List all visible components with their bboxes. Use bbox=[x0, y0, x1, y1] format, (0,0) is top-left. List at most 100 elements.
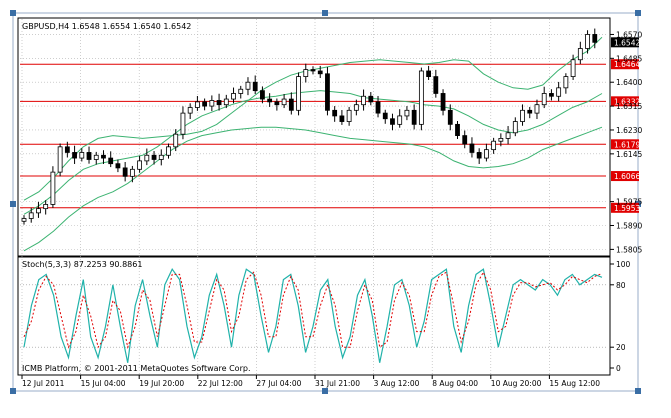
candle-body bbox=[498, 138, 504, 142]
stoch-axis-label: 80 bbox=[616, 281, 626, 290]
resize-handle-bottom-left[interactable] bbox=[10, 388, 16, 394]
candle-body bbox=[36, 208, 41, 214]
candle-body bbox=[361, 95, 366, 106]
resize-handle-top-left[interactable] bbox=[10, 10, 16, 16]
resize-handle-bottom-right[interactable] bbox=[635, 388, 641, 394]
level-label-box bbox=[611, 59, 639, 70]
price-axis-label: 1.6230 bbox=[616, 126, 642, 135]
stoch-main-line bbox=[23, 268, 603, 363]
candle-body bbox=[303, 69, 309, 77]
candle-body bbox=[534, 104, 540, 114]
candle-body bbox=[592, 34, 598, 43]
window-frame bbox=[12, 12, 639, 392]
candle-body bbox=[527, 109, 533, 114]
candle-body bbox=[173, 133, 179, 148]
candle-body bbox=[346, 109, 352, 122]
candle-body bbox=[440, 93, 446, 111]
candle-body bbox=[520, 109, 525, 122]
candles-layer bbox=[21, 28, 598, 225]
candle-body bbox=[317, 70, 323, 75]
candle-body bbox=[93, 154, 99, 160]
candle-body bbox=[216, 100, 222, 106]
candle-body bbox=[541, 93, 547, 106]
candle-body bbox=[231, 93, 236, 100]
level-label: 1.6179 bbox=[614, 140, 640, 149]
resize-handle-bottom-center[interactable] bbox=[322, 388, 328, 394]
candle-body bbox=[108, 157, 114, 165]
candle-body bbox=[549, 93, 554, 97]
candle-body bbox=[339, 115, 345, 122]
level-label: 1.6332 bbox=[614, 97, 640, 106]
price-axis-label: 1.6145 bbox=[616, 150, 642, 159]
candle-body bbox=[129, 168, 135, 177]
time-axis-label: 31 Jul 21:00 bbox=[315, 379, 360, 388]
time-axis-label: 3 Aug 12:00 bbox=[374, 379, 420, 388]
candle-body bbox=[28, 212, 34, 219]
current-price-box bbox=[611, 37, 639, 48]
candle-body bbox=[288, 98, 294, 111]
candle-body bbox=[180, 112, 186, 135]
candle-body bbox=[260, 90, 265, 100]
price-axis-label: 1.6400 bbox=[616, 78, 642, 87]
candle-body bbox=[397, 115, 403, 125]
price-axis-layer: 1.6570 1.6485 1.6400 1.6315 1.6230 1.6145 1.59… bbox=[610, 30, 642, 373]
price-axis-label: 1.5805 bbox=[616, 245, 642, 254]
time-axis-label: 15 Jul 04:00 bbox=[81, 379, 126, 388]
copyright-label: ICMB Platform, © 2001-2011 MetaQuotes So… bbox=[22, 364, 251, 373]
resize-handle-middle-left[interactable] bbox=[10, 201, 16, 207]
candle-body bbox=[274, 101, 280, 106]
resize-handle-top-center[interactable] bbox=[322, 10, 328, 16]
level-label-box bbox=[611, 96, 639, 107]
candle-body bbox=[252, 81, 258, 92]
price-axis-label: 1.6570 bbox=[616, 30, 642, 39]
time-axis-label: 10 Aug 20:00 bbox=[491, 379, 542, 388]
candle-body bbox=[101, 154, 106, 159]
stoch-axis-label: 20 bbox=[616, 343, 626, 352]
candle-body bbox=[166, 146, 171, 156]
price-axis-label: 1.6315 bbox=[616, 102, 642, 111]
candle-body bbox=[447, 109, 453, 125]
candle-body bbox=[151, 154, 157, 160]
current-price-label: 1.6542 bbox=[614, 38, 640, 47]
time-axis-label: 27 Jul 04:00 bbox=[256, 379, 301, 388]
stoch-axis-label: 0 bbox=[616, 364, 621, 373]
level-label: 1.6066 bbox=[614, 172, 640, 181]
candle-body bbox=[64, 146, 70, 153]
time-axis-label: 8 Aug 04:00 bbox=[432, 379, 478, 388]
candle-body bbox=[390, 118, 395, 125]
candle-body bbox=[382, 112, 388, 120]
bollinger-lower-band bbox=[23, 126, 603, 252]
price-axis-label: 1.6485 bbox=[616, 54, 642, 63]
candle-body bbox=[310, 69, 316, 72]
candle-body bbox=[137, 160, 143, 170]
candle-body bbox=[21, 218, 27, 222]
candle-body bbox=[296, 76, 301, 111]
candle-body bbox=[194, 101, 200, 108]
candle-body bbox=[238, 88, 244, 94]
candle-body bbox=[556, 87, 562, 97]
price-axis-label: 1.5890 bbox=[616, 222, 642, 231]
candle-body bbox=[144, 154, 150, 162]
candle-body bbox=[462, 135, 468, 145]
time-axis-label: 12 Jul 2011 bbox=[22, 379, 65, 388]
candle-body bbox=[353, 104, 359, 111]
price-axis-label: 1.5975 bbox=[616, 198, 642, 207]
candle-body bbox=[483, 149, 489, 159]
level-label-box bbox=[611, 139, 639, 150]
candle-body bbox=[50, 171, 56, 205]
candle-body bbox=[455, 123, 460, 136]
resize-handle-top-right[interactable] bbox=[635, 10, 641, 16]
candle-body bbox=[426, 70, 432, 77]
level-label: 1.6464 bbox=[614, 60, 640, 69]
time-axis-label: 15 Aug 12:00 bbox=[549, 379, 600, 388]
candle-body bbox=[585, 34, 590, 49]
candle-body bbox=[72, 152, 77, 159]
candle-body bbox=[122, 167, 128, 177]
candle-body bbox=[505, 132, 511, 139]
time-axis-layer: 12 Jul 2011 15 Jul 04:00 19 Jul 20:00 22 Ju… bbox=[21, 375, 600, 388]
candle-body bbox=[187, 107, 193, 114]
candle-body bbox=[433, 76, 439, 94]
candle-body bbox=[202, 101, 208, 107]
candle-body bbox=[267, 98, 273, 103]
